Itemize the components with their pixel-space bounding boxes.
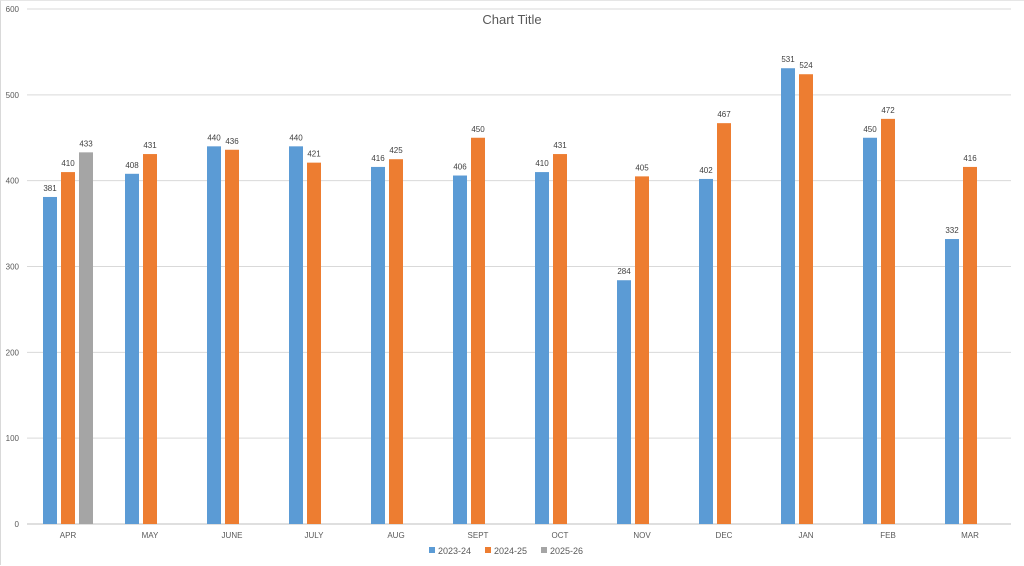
data-label: 440	[289, 133, 303, 142]
data-label: 450	[471, 125, 485, 134]
x-tick-label: JUNE	[222, 531, 243, 540]
y-tick-label: 100	[6, 434, 20, 443]
y-tick-label: 400	[6, 177, 20, 186]
data-label: 408	[125, 161, 139, 170]
bar	[863, 137, 877, 524]
x-tick-label: MAY	[142, 531, 159, 540]
bar	[289, 146, 303, 525]
data-label: 531	[781, 55, 795, 64]
data-label: 472	[881, 106, 895, 115]
x-tick-label: SEPT	[468, 531, 489, 540]
legend-label: 2023-24	[438, 546, 471, 556]
bar	[207, 146, 221, 525]
bar	[635, 176, 649, 524]
legend: 2023-24 2024-25 2025-26	[429, 546, 583, 556]
bar	[617, 280, 631, 524]
x-tick-label: AUG	[387, 531, 404, 540]
data-label: 431	[553, 141, 567, 150]
x-tick-label: DEC	[716, 531, 733, 540]
bar	[143, 154, 157, 524]
bars	[43, 68, 977, 525]
data-label: 416	[371, 154, 385, 163]
data-label: 416	[963, 154, 977, 163]
gridlines	[27, 8, 1011, 525]
y-tick-label: 300	[6, 263, 20, 272]
y-tick-label: 600	[6, 5, 20, 14]
data-label: 332	[945, 226, 959, 235]
bar	[945, 239, 959, 525]
x-tick-label: JULY	[305, 531, 325, 540]
y-tick-label: 200	[6, 348, 20, 357]
data-label: 405	[635, 163, 649, 172]
x-tick-label: OCT	[552, 531, 569, 540]
data-label: 436	[225, 137, 239, 146]
x-tick-label: FEB	[880, 531, 896, 540]
data-label: 406	[453, 163, 467, 172]
bar	[471, 137, 485, 524]
data-label: 524	[799, 61, 813, 70]
x-tick-label: APR	[60, 531, 77, 540]
legend-swatch	[485, 547, 491, 553]
x-tick-label: JAN	[798, 531, 813, 540]
data-label: 284	[617, 267, 631, 276]
bar	[699, 178, 713, 524]
x-axis-ticks: APR MAY JUNE JULY AUG SEPT OCT NOV DEC JAN FEB MAR	[60, 531, 979, 540]
bar	[717, 123, 731, 525]
legend-label: 2025-26	[550, 546, 583, 556]
bar	[553, 154, 567, 524]
bar	[781, 68, 795, 524]
bar	[125, 173, 139, 525]
data-label: 402	[699, 166, 713, 175]
x-tick-label: MAR	[961, 531, 979, 540]
data-label: 421	[307, 150, 321, 159]
legend-label: 2024-25	[494, 546, 527, 556]
data-label: 381	[43, 184, 57, 193]
bar	[225, 149, 239, 524]
bar	[389, 159, 403, 525]
data-label: 431	[143, 141, 157, 150]
data-label: 410	[535, 159, 549, 168]
data-labels: 381 410 433 408 431 440 436 440 421 416 425 406 450 4…	[43, 55, 977, 276]
y-tick-label: 500	[6, 91, 20, 100]
bar	[61, 172, 75, 525]
bar	[79, 152, 93, 524]
data-label: 450	[863, 125, 877, 134]
data-label: 440	[207, 133, 221, 142]
bar	[453, 175, 467, 524]
legend-swatch	[429, 547, 435, 553]
bar	[535, 172, 549, 525]
bar	[43, 196, 57, 524]
bar	[963, 166, 977, 524]
data-label: 425	[389, 146, 403, 155]
data-label: 433	[79, 139, 93, 148]
bar	[307, 162, 321, 524]
bar	[881, 118, 895, 524]
chart-title: Chart Title	[482, 12, 541, 27]
legend-swatch	[541, 547, 547, 553]
bar	[799, 74, 813, 524]
bar	[371, 166, 385, 524]
data-label: 410	[61, 159, 75, 168]
y-axis-ticks: 0 100 200 300 400 500 600	[6, 5, 20, 529]
data-label: 467	[717, 110, 731, 119]
x-tick-label: NOV	[633, 531, 651, 540]
y-tick-label: 0	[15, 520, 20, 529]
